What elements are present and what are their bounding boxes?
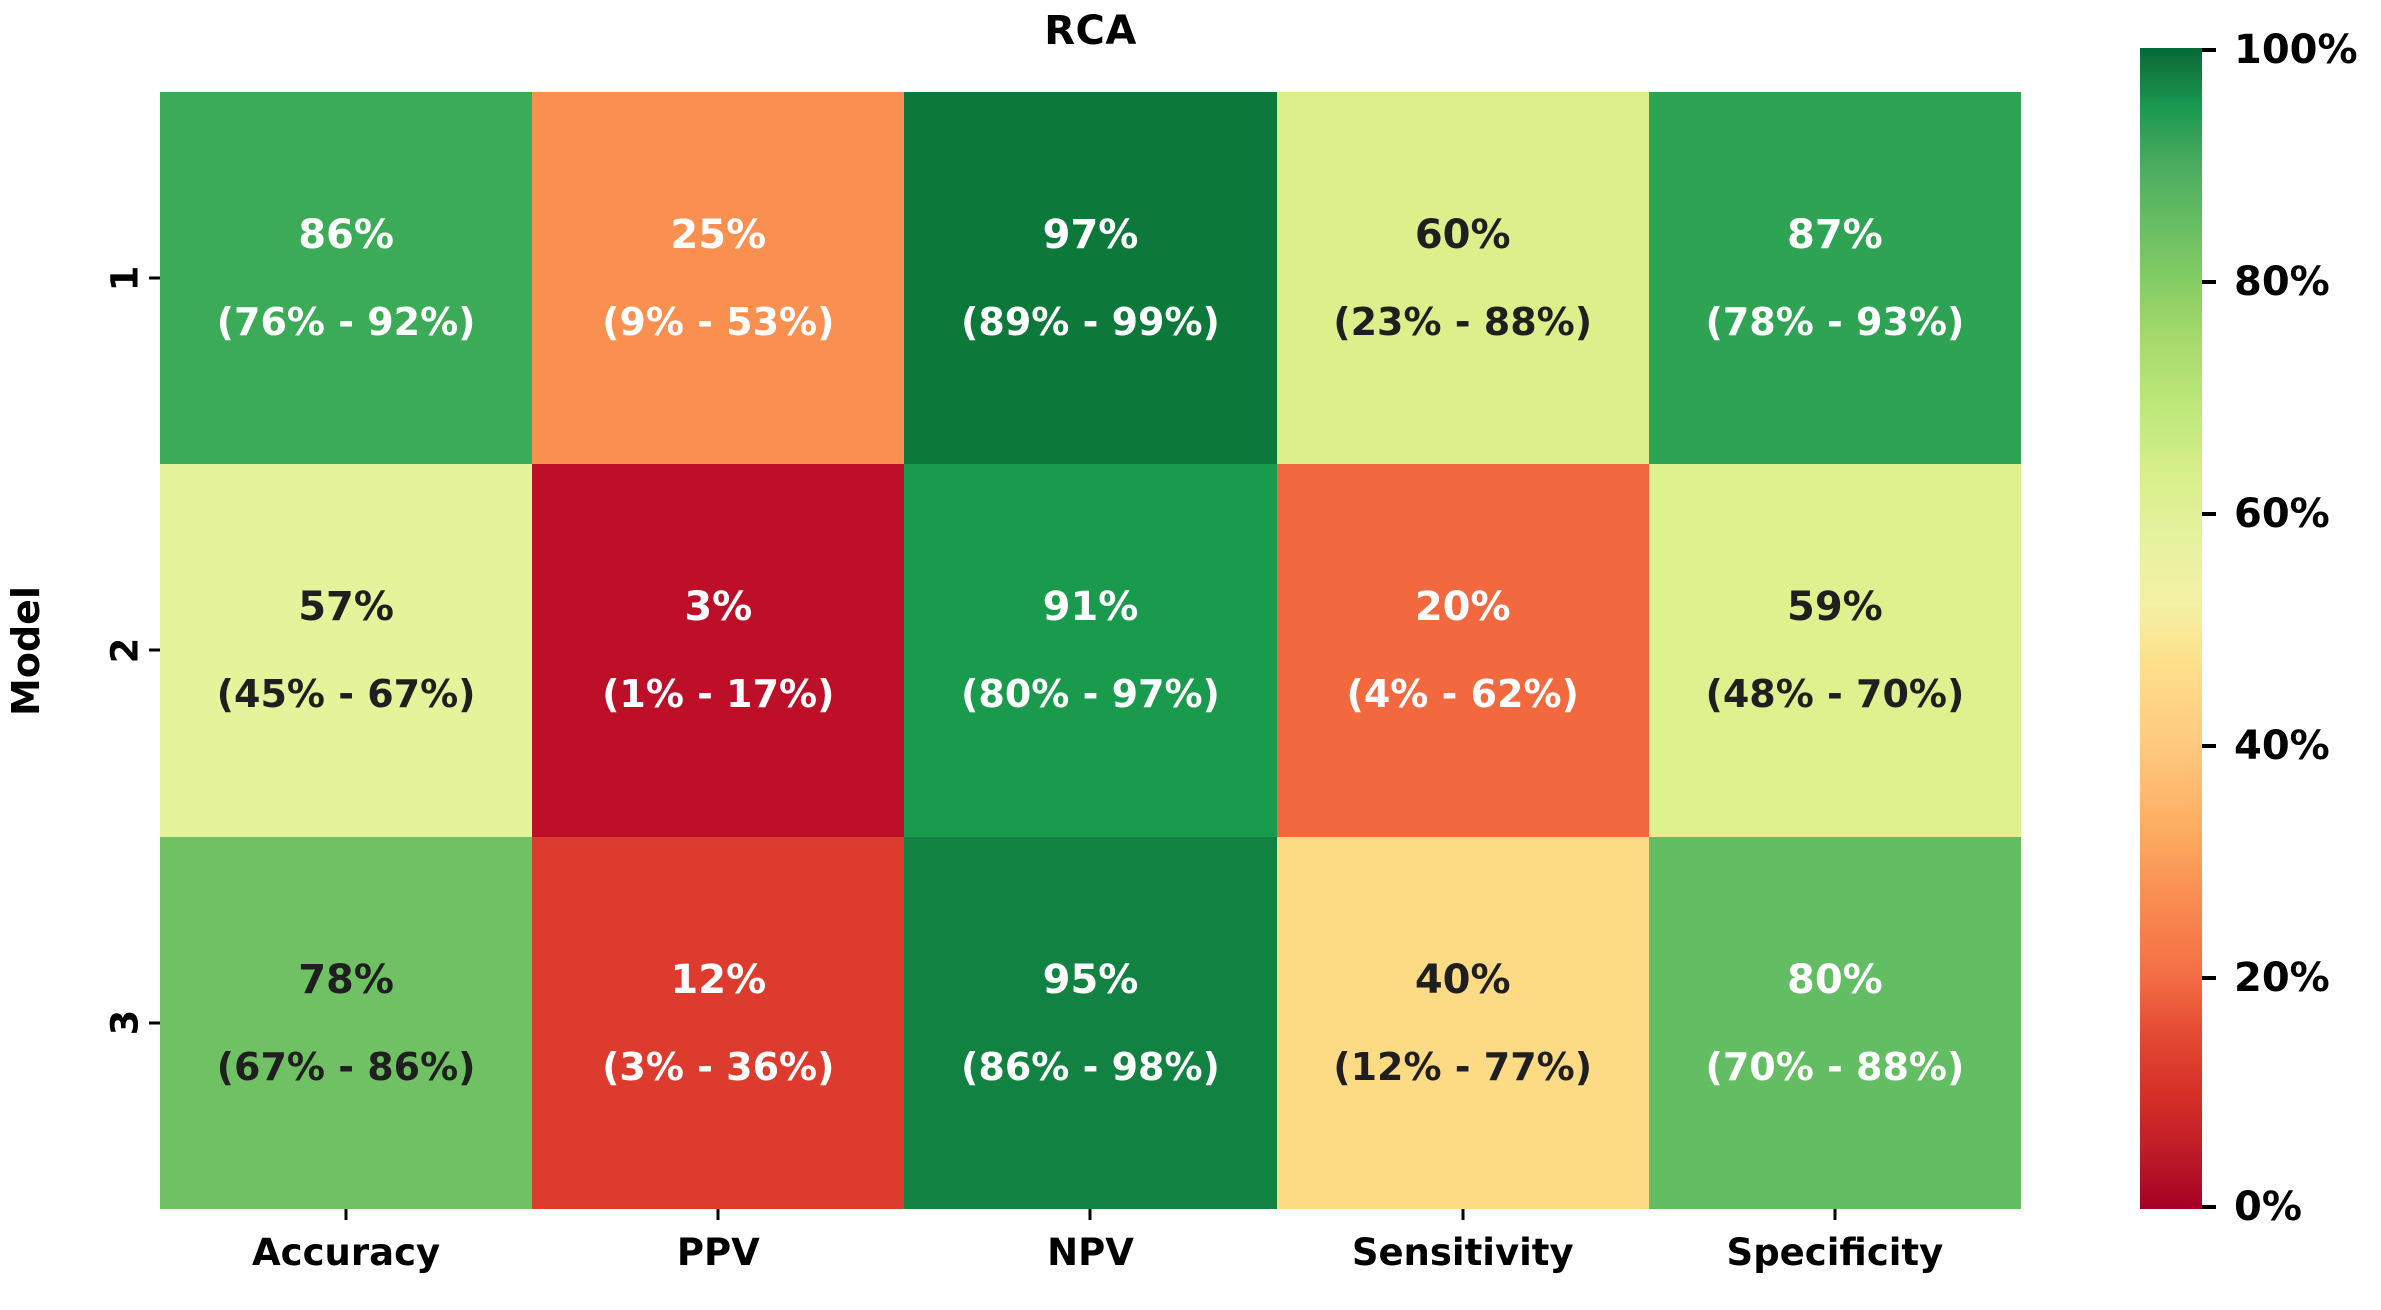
colorbar-gradient xyxy=(2140,48,2202,1209)
page-title: RCA xyxy=(1044,8,1137,54)
x-tick-label: PPV xyxy=(676,1231,760,1274)
y-tick-label: 3 xyxy=(103,1009,147,1036)
x-tick-accuracy: Accuracy xyxy=(160,1209,532,1310)
colorbar-tick-mark xyxy=(2202,280,2216,284)
cell-value: 40% xyxy=(1414,956,1511,1003)
cell-value: 78% xyxy=(298,956,394,1003)
cell-value: 97% xyxy=(1042,212,1139,259)
cell-value: 91% xyxy=(1042,584,1139,631)
heatmap-cell[interactable]: 78% (67% - 86%) xyxy=(160,836,533,1209)
heatmap-cell[interactable]: 87% (78% - 93%) xyxy=(1648,92,2021,465)
cell-value: 86% xyxy=(298,212,394,259)
cell-confidence-interval: (76% - 92%) xyxy=(216,300,476,345)
colorbar-tick-label: 0% xyxy=(2234,1184,2302,1230)
heatmap-cell[interactable]: 97% (89% - 99%) xyxy=(904,92,1277,465)
y-tick-model-3: 3 xyxy=(60,837,160,1209)
x-tick-label: Specificity xyxy=(1726,1231,1944,1274)
cell-confidence-interval: (70% - 88%) xyxy=(1705,1044,1965,1089)
colorbar: 100% 80% 60% 40% 20% 0% xyxy=(2140,27,2381,1230)
x-tick-label: NPV xyxy=(1047,1231,1134,1274)
heatmap-cell[interactable]: 59% (48% - 70%) xyxy=(1648,464,2021,837)
x-tick-mark xyxy=(1461,1209,1465,1220)
x-tick-mark xyxy=(344,1209,348,1220)
cell-confidence-interval: (4% - 62%) xyxy=(1346,672,1579,717)
colorbar-tick-mark xyxy=(2202,744,2216,748)
cell-value: 95% xyxy=(1042,956,1139,1003)
colorbar-tick-mark xyxy=(2202,512,2216,516)
heatmap-cell[interactable]: 3% (1% - 17%) xyxy=(532,464,905,837)
heatmap-cell[interactable]: 20% (4% - 62%) xyxy=(1276,464,1649,837)
colorbar-tick-mark xyxy=(2202,48,2216,52)
y-tick-label: 1 xyxy=(103,265,147,292)
y-tick-mark xyxy=(149,276,160,280)
cell-confidence-interval: (78% - 93%) xyxy=(1705,300,1965,345)
y-axis-label-text: Model xyxy=(4,585,49,716)
cell-confidence-interval: (89% - 99%) xyxy=(961,300,1220,345)
x-axis: Accuracy PPV NPV Sensitivity Specificity xyxy=(160,1209,2021,1310)
heatmap-cell[interactable]: 40% (12% - 77%) xyxy=(1276,836,1649,1209)
cell-value: 25% xyxy=(670,212,767,259)
colorbar-tick-label: 100% xyxy=(2234,27,2358,73)
colorbar-tick-label: 40% xyxy=(2234,723,2330,769)
cell-confidence-interval: (45% - 67%) xyxy=(216,672,476,717)
cell-value: 87% xyxy=(1787,212,1883,259)
x-tick-mark xyxy=(716,1209,720,1220)
heatmap-cell[interactable]: 86% (76% - 92%) xyxy=(160,92,533,465)
y-axis-label: Model xyxy=(0,92,52,1209)
cell-value: 20% xyxy=(1414,584,1511,631)
cell-confidence-interval: (3% - 36%) xyxy=(602,1044,835,1089)
colorbar-tick-mark xyxy=(2202,976,2216,980)
y-tick-label: 2 xyxy=(103,637,147,664)
cell-confidence-interval: (1% - 17%) xyxy=(602,672,835,717)
cell-value: 3% xyxy=(684,584,753,631)
cell-confidence-interval: (48% - 70%) xyxy=(1705,672,1965,717)
y-tick-mark xyxy=(149,1021,160,1025)
x-tick-specificity: Specificity xyxy=(1649,1209,2021,1310)
heatmap-cell[interactable]: 60% (23% - 88%) xyxy=(1276,92,1649,465)
colorbar-tick-label: 80% xyxy=(2234,259,2330,305)
cell-confidence-interval: (86% - 98%) xyxy=(961,1044,1220,1089)
x-tick-npv: NPV xyxy=(904,1209,1276,1310)
cell-value: 80% xyxy=(1787,956,1883,1003)
cell-confidence-interval: (80% - 97%) xyxy=(961,672,1220,717)
y-tick-mark xyxy=(149,648,160,652)
cell-confidence-interval: (67% - 86%) xyxy=(216,1044,476,1089)
colorbar-tick-mark xyxy=(2202,1205,2216,1209)
cell-value: 12% xyxy=(670,956,767,1003)
heatmap-cell[interactable]: 80% (70% - 88%) xyxy=(1648,836,2021,1209)
heatmap-cell[interactable]: 12% (3% - 36%) xyxy=(532,836,905,1209)
heatmap-cell[interactable]: 25% (9% - 53%) xyxy=(532,92,905,465)
cell-confidence-interval: (23% - 88%) xyxy=(1333,300,1593,345)
x-tick-sensitivity: Sensitivity xyxy=(1277,1209,1649,1310)
x-tick-mark xyxy=(1088,1209,1092,1220)
cell-value: 57% xyxy=(298,584,394,631)
heatmap-cell[interactable]: 57% (45% - 67%) xyxy=(160,464,533,837)
x-tick-label: Sensitivity xyxy=(1351,1231,1574,1274)
y-axis: 1 2 3 xyxy=(60,92,160,1209)
x-tick-mark xyxy=(1833,1209,1837,1220)
cell-confidence-interval: (9% - 53%) xyxy=(602,300,835,345)
heatmap-cell[interactable]: 95% (86% - 98%) xyxy=(904,836,1277,1209)
x-tick-ppv: PPV xyxy=(532,1209,904,1310)
cell-confidence-interval: (12% - 77%) xyxy=(1333,1044,1593,1089)
y-tick-model-1: 1 xyxy=(60,92,160,464)
heatmap-cell[interactable]: 91% (80% - 97%) xyxy=(904,464,1277,837)
colorbar-tick-label: 60% xyxy=(2234,491,2330,537)
y-tick-model-2: 2 xyxy=(60,464,160,836)
colorbar-tick-label: 20% xyxy=(2234,955,2330,1001)
x-tick-label: Accuracy xyxy=(252,1231,441,1274)
heatmap-grid: 86% (76% - 92%) 25% (9% - 53%) 97% (89% … xyxy=(160,92,2021,1209)
cell-value: 60% xyxy=(1414,212,1511,259)
cell-value: 59% xyxy=(1787,584,1883,631)
